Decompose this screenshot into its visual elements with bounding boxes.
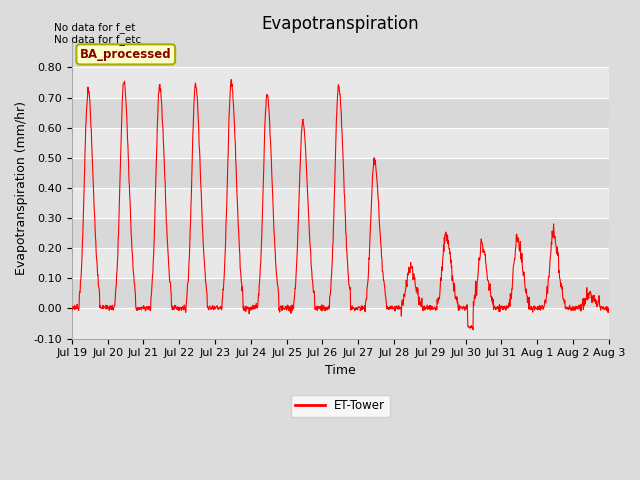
Bar: [72, 248, 609, 278]
X-axis label: Time: Time: [325, 364, 356, 377]
Text: BA_processed: BA_processed: [80, 48, 172, 61]
Bar: [72, 278, 609, 309]
Bar: [72, 128, 609, 158]
Title: Evapotranspiration: Evapotranspiration: [262, 15, 419, 33]
Text: No data for f_et
No data for f_etc: No data for f_et No data for f_etc: [54, 22, 141, 45]
Bar: [72, 309, 609, 338]
Bar: [72, 218, 609, 248]
Bar: [72, 68, 609, 97]
Bar: [72, 158, 609, 188]
Y-axis label: Evapotranspiration (mm/hr): Evapotranspiration (mm/hr): [15, 101, 28, 275]
Legend: ET-Tower: ET-Tower: [291, 395, 390, 417]
Bar: [72, 188, 609, 218]
Bar: [72, 97, 609, 128]
